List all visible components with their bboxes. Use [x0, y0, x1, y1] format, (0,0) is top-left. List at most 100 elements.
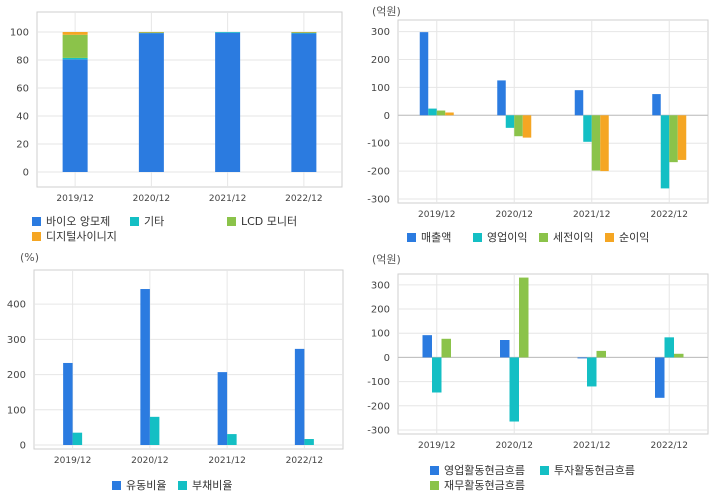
y-tick-label: 0: [384, 111, 390, 122]
cashflow-plot: -300 -200 -100 0 100 200 300 2019/12 2020/12 2021…: [367, 273, 709, 451]
bar[interactable]: [422, 335, 433, 358]
plot-frame: [33, 269, 344, 450]
y-tick-label: -200: [367, 167, 390, 178]
x-tick-label: 2020/12: [496, 441, 533, 451]
bar[interactable]: [587, 357, 597, 387]
legend-label: 영업이익: [487, 231, 528, 244]
bar[interactable]: [669, 115, 678, 163]
cashflow-unit-label: (억원): [372, 253, 401, 266]
bar[interactable]: [62, 34, 88, 58]
legend-label: LCD 모니터: [241, 215, 298, 228]
y-tick-label: -100: [367, 377, 390, 388]
income-unit-label: (억원): [372, 5, 401, 18]
legend-item[interactable]: 재무활동현금흐름: [430, 477, 525, 493]
bar[interactable]: [291, 32, 317, 33]
y-tick-label: 200: [7, 370, 26, 381]
bar[interactable]: [583, 115, 592, 142]
y-tick-label: 400: [7, 300, 26, 311]
legend-item[interactable]: 영업활동현금흐름: [430, 462, 525, 478]
bar[interactable]: [500, 340, 510, 358]
bar[interactable]: [140, 289, 150, 445]
legend-item[interactable]: LCD 모니터: [227, 213, 297, 229]
y-tick-label: 100: [10, 28, 29, 39]
bar[interactable]: [62, 57, 88, 60]
y-tick-label: 100: [371, 83, 390, 94]
bar[interactable]: [63, 362, 73, 445]
bar[interactable]: [596, 350, 607, 358]
legend-swatch: [130, 216, 139, 226]
bar[interactable]: [138, 33, 164, 173]
bar[interactable]: [600, 115, 609, 172]
bar[interactable]: [522, 115, 532, 138]
legend-item[interactable]: 세전이익: [539, 229, 593, 245]
legend-label: 부채비율: [192, 479, 233, 492]
legend-label: 기타: [144, 215, 165, 228]
bar[interactable]: [519, 277, 529, 358]
bar[interactable]: [664, 337, 675, 358]
bar[interactable]: [294, 348, 305, 445]
y-tick-label: -300: [367, 195, 390, 206]
bar[interactable]: [138, 32, 164, 34]
bar[interactable]: [509, 357, 520, 422]
legend-item[interactable]: 매출액: [407, 229, 451, 245]
bar[interactable]: [577, 357, 588, 359]
bar[interactable]: [445, 112, 454, 116]
y-tick-label: -100: [367, 139, 390, 150]
ratio-plot: 0 100 200 300 400 2019/12 2020/12 2021/12 2022/1…: [7, 269, 344, 466]
bar[interactable]: [432, 357, 442, 393]
legend-item[interactable]: 영업이익: [473, 229, 527, 245]
bar[interactable]: [217, 372, 228, 445]
bar[interactable]: [138, 32, 164, 33]
legend-label: 디지털사이니지: [46, 230, 117, 243]
bar[interactable]: [419, 32, 429, 116]
bar[interactable]: [291, 32, 317, 34]
x-tick-label: 2020/12: [496, 210, 533, 220]
bar[interactable]: [227, 434, 237, 445]
legend-item[interactable]: 디지털사이니지: [32, 228, 117, 244]
income-plot: -300 -200 -100 0 100 200 300 2019/12 2020/12 2021…: [367, 19, 709, 220]
legend-label: 매출액: [421, 231, 452, 244]
bar[interactable]: [660, 115, 670, 189]
y-tick-label: 100: [7, 405, 26, 416]
bar[interactable]: [215, 32, 241, 173]
y-tick-label: 300: [371, 27, 390, 38]
bar[interactable]: [505, 115, 515, 128]
bar[interactable]: [215, 32, 241, 33]
bar[interactable]: [677, 115, 687, 160]
y-tick-label: 200: [371, 305, 390, 316]
bar[interactable]: [574, 90, 584, 116]
ratio-unit-label: (%): [20, 251, 40, 264]
legend-item[interactable]: 유동비율: [112, 477, 166, 493]
bar[interactable]: [441, 338, 452, 358]
y-tick-label: 0: [384, 353, 390, 364]
legend-swatch: [407, 232, 416, 242]
bar[interactable]: [497, 80, 506, 116]
legend-item[interactable]: 순이익: [605, 229, 649, 245]
y-tick-label: 0: [20, 441, 26, 452]
bar[interactable]: [62, 32, 88, 35]
bar[interactable]: [62, 59, 88, 172]
bar[interactable]: [674, 353, 684, 358]
bar[interactable]: [138, 32, 164, 33]
bar[interactable]: [428, 108, 437, 116]
bar[interactable]: [149, 416, 160, 445]
x-tick-label: 2021/12: [573, 210, 610, 220]
bar[interactable]: [72, 432, 83, 445]
bar[interactable]: [291, 32, 317, 33]
bar[interactable]: [591, 115, 601, 171]
legend-swatch: [430, 465, 439, 475]
bar[interactable]: [291, 33, 317, 173]
legend-item[interactable]: 기타: [130, 213, 164, 229]
legend-item[interactable]: 부채비율: [178, 477, 232, 493]
x-tick-label: 2020/12: [131, 456, 168, 466]
bar[interactable]: [514, 115, 523, 137]
income-chart: (억원) -300 -200 -100 0 100 200 300 2019/12 2020/1…: [360, 0, 720, 250]
legend-item[interactable]: 투자활동현금흐름: [540, 462, 635, 478]
bar[interactable]: [304, 439, 314, 445]
y-tick-label: -300: [367, 426, 390, 437]
bar[interactable]: [655, 357, 665, 398]
bar[interactable]: [436, 110, 446, 116]
bar[interactable]: [652, 94, 661, 116]
legend-item[interactable]: 바이오 앙모제: [32, 213, 110, 229]
legend-swatch: [473, 232, 482, 242]
